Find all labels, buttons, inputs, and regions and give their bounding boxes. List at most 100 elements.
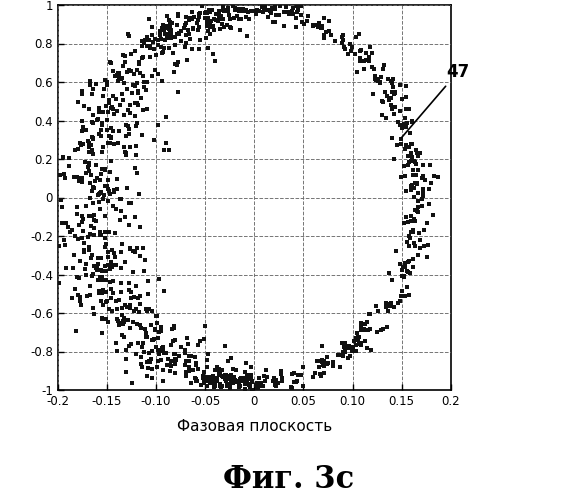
Point xyxy=(221,342,230,350)
Point xyxy=(210,384,219,392)
Point xyxy=(118,96,127,104)
Point xyxy=(165,25,174,33)
Point xyxy=(75,139,84,147)
Point xyxy=(214,368,223,376)
Point xyxy=(105,304,114,312)
Point xyxy=(172,21,181,29)
Point xyxy=(217,372,227,380)
Point xyxy=(216,383,225,391)
Point xyxy=(242,32,251,40)
Point xyxy=(172,61,181,69)
Point xyxy=(393,118,402,126)
Point xyxy=(132,99,142,107)
Point xyxy=(270,5,279,13)
Point xyxy=(310,369,320,377)
Point xyxy=(103,253,113,261)
Point xyxy=(89,231,98,239)
Point xyxy=(165,22,174,30)
Point xyxy=(157,344,166,352)
Point xyxy=(288,10,298,18)
Point xyxy=(208,378,217,386)
Point xyxy=(97,267,106,275)
Point xyxy=(64,154,73,162)
Point xyxy=(106,262,115,270)
Point xyxy=(60,174,69,182)
Point xyxy=(116,101,125,109)
Point xyxy=(138,339,147,347)
Point xyxy=(228,378,237,386)
Point xyxy=(397,140,406,147)
Point xyxy=(98,314,107,322)
Point xyxy=(95,198,104,205)
Point xyxy=(324,17,334,25)
Point xyxy=(99,85,108,93)
Point xyxy=(235,5,244,13)
Point xyxy=(384,75,393,83)
Point xyxy=(124,32,134,40)
Point xyxy=(396,81,405,89)
Point xyxy=(361,336,370,344)
Point xyxy=(55,278,64,286)
Point xyxy=(103,108,112,116)
Point xyxy=(209,372,218,380)
Point xyxy=(227,371,236,379)
Point xyxy=(223,372,232,380)
Point xyxy=(149,136,158,143)
Point xyxy=(420,176,429,184)
Point xyxy=(134,87,143,95)
Point xyxy=(60,170,69,178)
Point xyxy=(386,100,395,108)
Point xyxy=(387,78,397,86)
Point xyxy=(320,30,329,38)
Point xyxy=(413,197,423,205)
Point xyxy=(145,358,154,366)
Point xyxy=(77,218,86,226)
Point xyxy=(235,26,244,34)
Point xyxy=(399,162,409,170)
Point xyxy=(292,14,301,22)
Point xyxy=(242,378,251,386)
Point xyxy=(185,36,194,44)
Point xyxy=(119,314,128,322)
Point xyxy=(297,10,306,18)
Point xyxy=(201,322,210,330)
Point xyxy=(222,380,231,388)
Point xyxy=(95,286,104,294)
Point xyxy=(103,185,112,193)
Point xyxy=(237,15,246,23)
Point xyxy=(212,10,221,18)
Point xyxy=(103,261,113,269)
Point xyxy=(120,111,129,119)
Point xyxy=(105,168,114,176)
Point xyxy=(183,357,192,365)
Point xyxy=(345,342,354,350)
Point xyxy=(190,14,199,22)
Point xyxy=(95,190,105,198)
Point xyxy=(106,294,116,302)
Point xyxy=(221,370,231,378)
Point xyxy=(253,379,262,387)
Point xyxy=(164,32,173,40)
Point xyxy=(418,188,428,196)
Point xyxy=(188,24,197,32)
Point xyxy=(194,16,203,24)
Point xyxy=(154,358,163,366)
Point xyxy=(101,262,110,270)
Text: 47: 47 xyxy=(402,64,469,138)
Point xyxy=(98,276,107,283)
Point xyxy=(112,297,121,305)
Point xyxy=(103,176,112,184)
Point xyxy=(91,176,100,184)
Point xyxy=(180,346,190,354)
Point xyxy=(168,49,177,57)
Point xyxy=(166,30,176,38)
Point xyxy=(226,15,235,23)
Point xyxy=(361,49,370,57)
Point xyxy=(336,363,345,371)
Point xyxy=(188,366,197,374)
Point xyxy=(299,20,309,28)
Point xyxy=(125,300,134,308)
Point xyxy=(97,188,106,196)
Point xyxy=(78,123,87,131)
Point xyxy=(136,69,145,77)
